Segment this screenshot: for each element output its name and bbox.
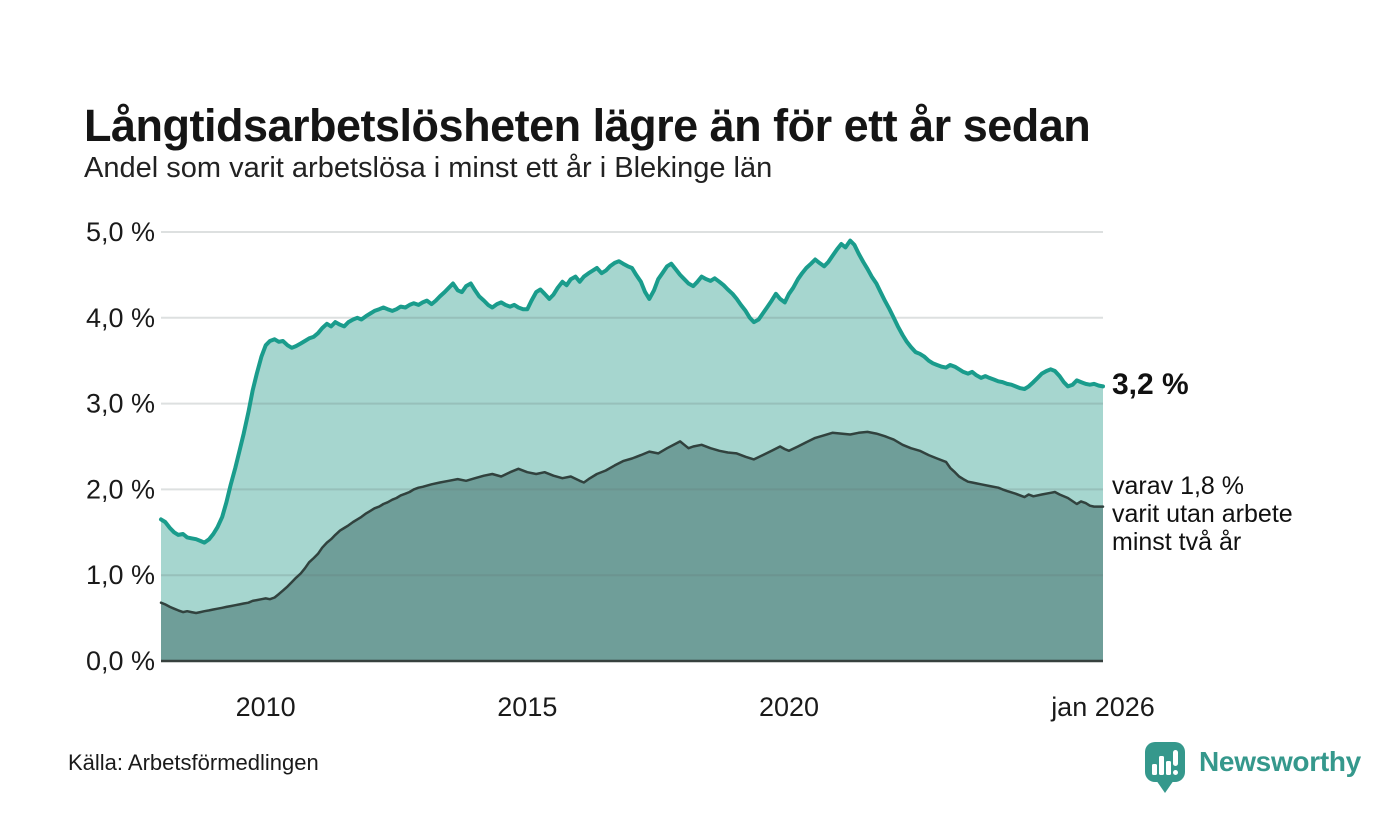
y-tick-label: 0,0 % <box>86 646 155 676</box>
x-tick-label: 2010 <box>236 692 296 722</box>
y-tick-label: 1,0 % <box>86 560 155 590</box>
minst-ett-ar-line <box>159 238 1105 545</box>
x-tick-label: 2015 <box>497 692 557 722</box>
y-tick-label: 2,0 % <box>86 474 155 504</box>
secondary-annotation-line2: varit utan arbete <box>1112 500 1293 528</box>
chart-subtitle: Andel som varit arbetslösa i minst ett å… <box>84 152 773 184</box>
minst-tva-ar-area <box>161 431 1103 661</box>
y-tick-label: 5,0 % <box>86 217 155 247</box>
x-tick-label: jan 2026 <box>1050 692 1155 722</box>
minst-tva-ar-line <box>159 430 1105 615</box>
y-tick-label: 4,0 % <box>86 303 155 333</box>
page-title: Långtidsarbetslösheten lägre än för ett … <box>84 100 1091 152</box>
end-value-annotation: 3,2 % <box>1112 368 1189 401</box>
secondary-annotation-line1: varav 1,8 % <box>1112 472 1245 500</box>
source-caption: Källa: Arbetsförmedlingen <box>68 750 319 775</box>
secondary-annotation-line3: minst två år <box>1112 528 1242 556</box>
x-tick-label: 2020 <box>759 692 819 722</box>
newsworthy-brand-text: Newsworthy <box>1199 746 1361 777</box>
newsworthy-logo-icon <box>1143 740 1189 799</box>
newsworthy-brand: Newsworthy <box>1143 740 1361 799</box>
secondary-annotation: varav 1,8 % varit utan arbete minst två … <box>1112 472 1293 556</box>
y-tick-label: 3,0 % <box>86 389 155 419</box>
